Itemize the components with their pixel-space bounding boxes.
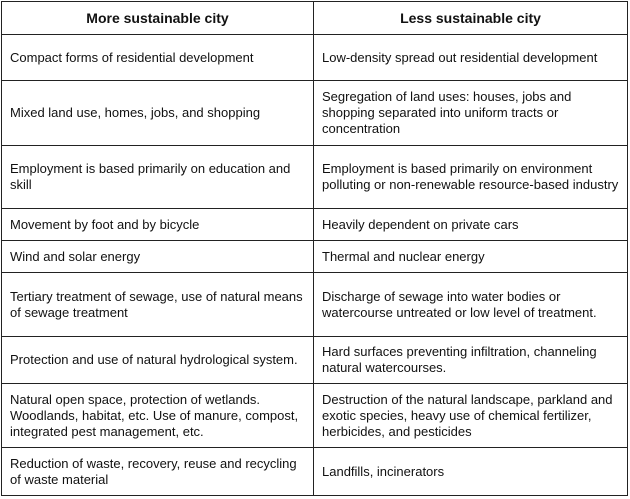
less-sustainable-cell: Discharge of sewage into water bodies or… [313,272,628,337]
table-row: Protection and use of natural hydrologic… [1,336,628,384]
more-sustainable-cell: Tertiary treatment of sewage, use of nat… [1,272,314,337]
less-sustainable-cell: Thermal and nuclear energy [313,240,628,273]
less-sustainable-cell: Low-density spread out residential devel… [313,34,628,81]
less-sustainable-cell: Segregation of land uses: houses, jobs a… [313,80,628,146]
header-more-sustainable: More sustainable city [1,1,314,35]
more-sustainable-cell: Reduction of waste, recovery, reuse and … [1,447,314,496]
more-sustainable-cell: Wind and solar energy [1,240,314,273]
table-row: Natural open space, protection of wetlan… [1,383,628,448]
more-sustainable-cell: Mixed land use, homes, jobs, and shoppin… [1,80,314,146]
table-row: Employment is based primarily on educati… [1,145,628,209]
more-sustainable-cell: Protection and use of natural hydrologic… [1,336,314,384]
more-sustainable-cell: Compact forms of residential development [1,34,314,81]
less-sustainable-cell: Destruction of the natural landscape, pa… [313,383,628,448]
table-row: Wind and solar energy Thermal and nuclear… [1,240,628,273]
table-row: Compact forms of residential development… [1,34,628,81]
table-row: Tertiary treatment of sewage, use of nat… [1,272,628,337]
less-sustainable-cell: Landfills, incinerators [313,447,628,496]
more-sustainable-cell: Natural open space, protection of wetlan… [1,383,314,448]
less-sustainable-cell: Hard surfaces preventing infiltration, c… [313,336,628,384]
table-row: Movement by foot and by bicycle Heavily d… [1,208,628,241]
less-sustainable-cell: Heavily dependent on private cars [313,208,628,241]
more-sustainable-cell: Employment is based primarily on educati… [1,145,314,209]
table-row: Mixed land use, homes, jobs, and shoppin… [1,80,628,146]
table-row: Reduction of waste, recovery, reuse and … [1,447,628,496]
header-less-sustainable: Less sustainable city [313,1,628,35]
less-sustainable-cell: Employment is based primarily on environ… [313,145,628,209]
more-sustainable-cell: Movement by foot and by bicycle [1,208,314,241]
header-row: More sustainable city Less sustainable c… [1,1,628,35]
